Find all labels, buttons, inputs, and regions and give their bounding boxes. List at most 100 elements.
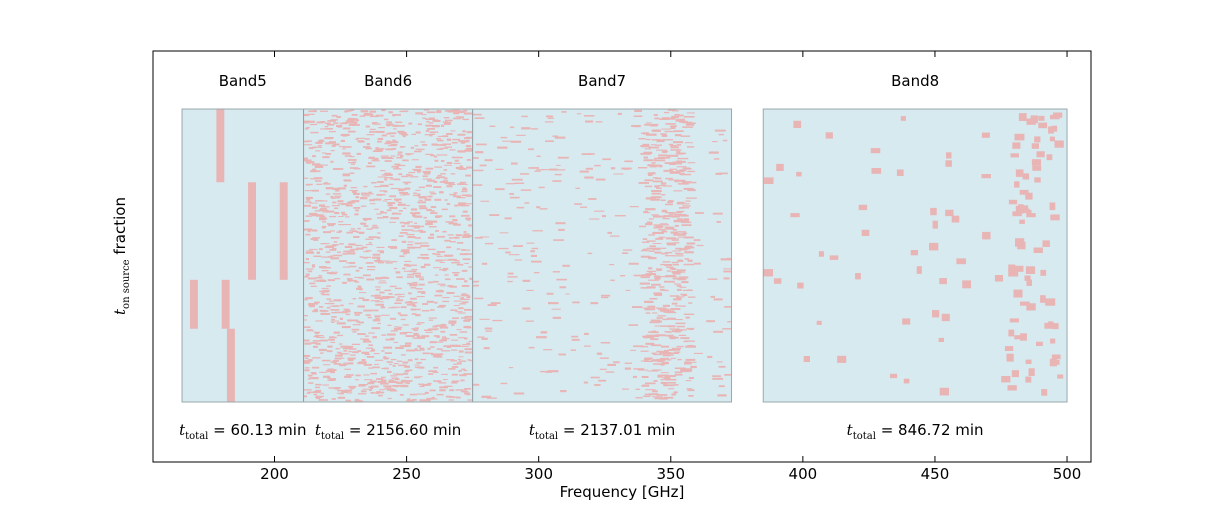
observation-mark (319, 266, 327, 269)
observation-mark (463, 112, 473, 115)
observation-mark (432, 253, 440, 255)
observation-mark (313, 170, 321, 173)
observation-mark (507, 276, 518, 278)
observation-mark (400, 306, 407, 309)
observation-mark (646, 133, 657, 136)
observation-mark (633, 126, 641, 128)
observation-mark (654, 185, 660, 188)
observation-mark (303, 157, 308, 160)
band-label: Band6 (364, 72, 412, 90)
observation-mark (321, 256, 330, 258)
observation-mark (677, 157, 689, 160)
observation-mark (417, 345, 422, 348)
observation-mark (684, 340, 695, 342)
observation-mark (453, 162, 461, 164)
observation-mark (403, 372, 409, 375)
band-label: Band7 (578, 72, 626, 90)
observation-mark (642, 238, 648, 240)
observation-mark (402, 193, 410, 196)
observation-mark (671, 330, 679, 333)
observation-mark (425, 184, 432, 187)
observation-mark (306, 183, 313, 186)
observation-mark (599, 368, 607, 370)
observation-mark (425, 220, 433, 222)
observation-mark (433, 186, 442, 188)
observation-mark (580, 206, 588, 208)
observation-segment (226, 328, 235, 402)
observation-mark (399, 332, 408, 335)
observation-mark (322, 399, 328, 401)
observation-mark (358, 277, 364, 279)
observation-mark (347, 319, 352, 322)
observation-mark (677, 218, 683, 221)
observation-mark (342, 174, 350, 177)
observation-mark (414, 358, 419, 361)
observation-mark (417, 322, 425, 324)
observation-mark (688, 328, 694, 330)
observation-mark (305, 201, 312, 203)
observation-mark (437, 139, 444, 142)
observation-mark (347, 250, 355, 252)
observation-mark (481, 337, 488, 340)
observation-mark (374, 157, 379, 160)
observation-mark (460, 390, 469, 393)
observation-mark (1021, 205, 1029, 211)
observation-mark (645, 382, 656, 385)
observation-mark (412, 337, 421, 339)
observation-mark (409, 303, 415, 306)
observation-mark (1036, 341, 1043, 346)
observation-mark (434, 274, 439, 276)
observation-mark (446, 162, 453, 164)
observation-mark (395, 200, 399, 202)
observation-mark (410, 212, 414, 214)
observation-mark (343, 308, 350, 311)
observation-mark (363, 339, 370, 341)
observation-mark (335, 299, 342, 302)
observation-mark (443, 117, 450, 119)
observation-mark (350, 187, 357, 189)
observation-mark (374, 186, 381, 188)
observation-mark (345, 347, 352, 350)
observation-mark (394, 287, 402, 290)
observation-mark (354, 281, 360, 283)
observation-mark (545, 370, 552, 373)
observation-mark (685, 123, 695, 126)
observation-mark (316, 251, 320, 254)
observation-mark (1051, 323, 1059, 330)
observation-mark (552, 316, 561, 319)
observation-mark (686, 112, 695, 114)
observation-mark (310, 342, 318, 344)
observation-mark (461, 285, 470, 287)
observation-mark (443, 379, 448, 381)
observation-mark (318, 275, 323, 277)
observation-mark (640, 276, 650, 279)
observation-mark (665, 275, 676, 278)
observation-mark (468, 340, 473, 342)
observation-mark (387, 333, 396, 336)
observation-mark (330, 195, 334, 198)
observation-mark (536, 206, 541, 209)
observation-mark (464, 149, 473, 152)
observation-mark (314, 210, 321, 212)
observation-mark (334, 278, 341, 280)
observation-mark (465, 174, 471, 177)
observation-mark (1033, 247, 1043, 253)
observation-mark (410, 287, 417, 289)
observation-mark (351, 124, 360, 126)
observation-mark (425, 167, 434, 170)
observation-mark (357, 362, 367, 365)
observation-mark (344, 155, 352, 157)
observation-mark (382, 216, 389, 218)
observation-mark (664, 264, 672, 267)
observation-mark (456, 278, 465, 280)
observation-mark (652, 180, 663, 183)
observation-mark (344, 246, 353, 248)
observation-mark (540, 370, 549, 373)
observation-mark (305, 275, 309, 278)
observation-mark (406, 303, 412, 306)
observation-mark (443, 122, 451, 125)
observation-mark (685, 380, 692, 382)
observation-mark (670, 146, 679, 149)
observation-mark (656, 149, 667, 151)
observation-mark (395, 199, 402, 201)
